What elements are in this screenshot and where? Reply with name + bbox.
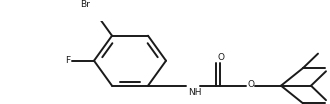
Text: O: O (218, 53, 225, 62)
Text: NH: NH (188, 88, 202, 97)
Text: Br: Br (80, 0, 90, 9)
Text: F: F (65, 56, 70, 65)
Text: O: O (247, 80, 254, 89)
